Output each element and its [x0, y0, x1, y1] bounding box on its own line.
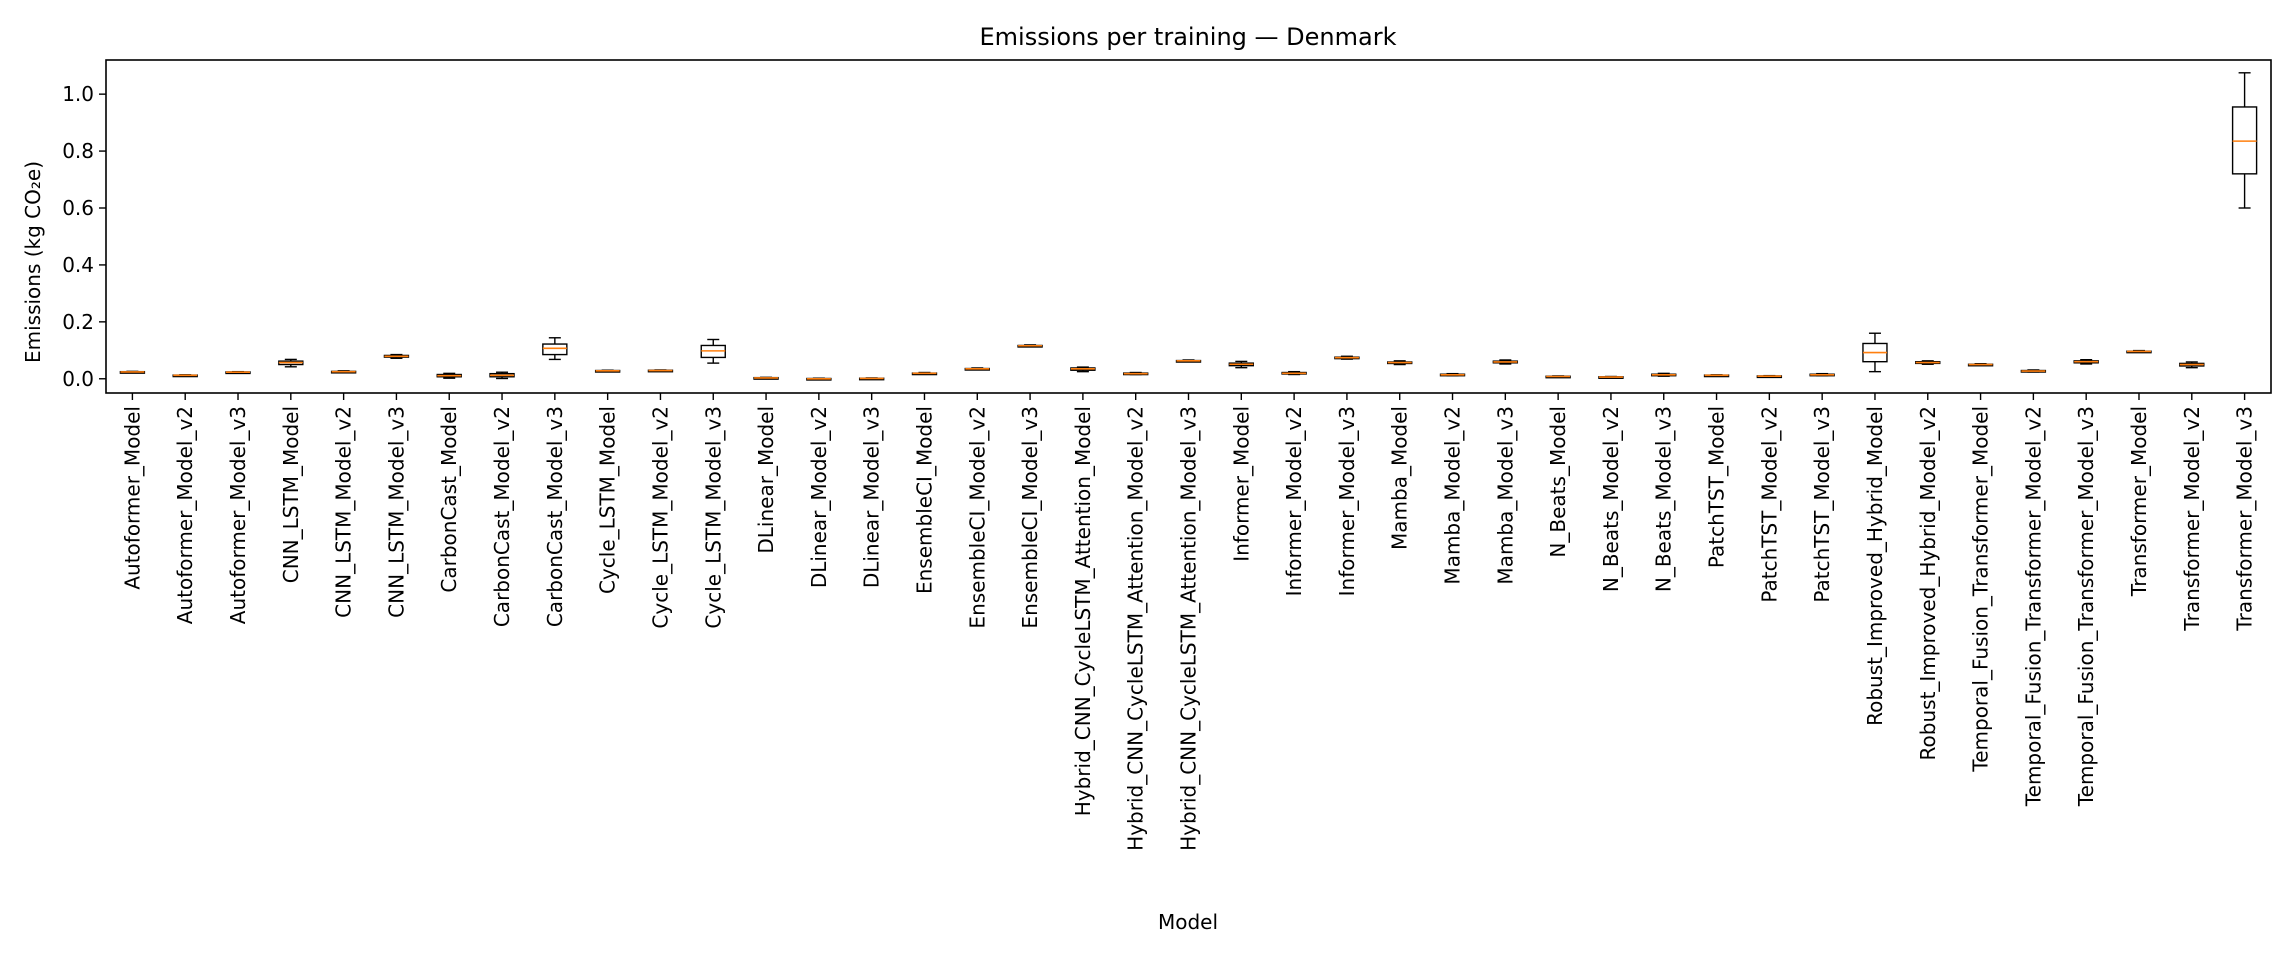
box-plot-25: [1439, 372, 1466, 377]
box-plot-16: [964, 367, 990, 371]
box-plot-14: [858, 377, 885, 381]
x-tick-label: PatchTST_Model_v2: [1757, 406, 1781, 603]
x-tick-label: Temporal_Fusion_Transformer_Model: [1969, 406, 1993, 773]
box-plot-2: [225, 370, 251, 375]
box-plot-22: [1281, 370, 1307, 376]
x-tick-label: PatchTST_Model_v3: [1810, 406, 1834, 603]
x-axis-ticks: Autoformer_Model Autoformer_Model_v2 Autof…: [120, 393, 2257, 851]
x-tick-label: Transformer_Model_v3: [2233, 406, 2257, 632]
y-tick-label: 0.0: [62, 367, 94, 391]
box-plot-9: [594, 369, 621, 373]
x-tick-label: Informer_Model: [1229, 406, 1253, 562]
x-tick-label: CNN_LSTM_Model_v3: [384, 406, 408, 618]
x-tick-label: Robust_Improved_Hybrid_Model_v2: [1916, 406, 1940, 760]
box-plot-33: [1862, 332, 1888, 373]
box-plot-30: [1703, 374, 1730, 378]
box-plot-39: [2179, 361, 2205, 369]
y-tick-label: 0.6: [62, 196, 94, 220]
x-tick-label: N_Beats_Model_v2: [1599, 406, 1623, 592]
box-plot-1: [172, 374, 198, 378]
box-plot-24: [1387, 360, 1413, 366]
x-tick-label: Cycle_LSTM_Model: [596, 406, 620, 594]
x-tick-label: EnsembleCI_Model_v2: [965, 406, 989, 629]
y-tick-label: 0.2: [62, 310, 94, 334]
x-tick-label: Temporal_Fusion_Transformer_Model_v3: [2074, 406, 2098, 807]
x-tick-label: Mamba_Model_v2: [1441, 406, 1465, 585]
x-tick-label: Temporal_Fusion_Transformer_Model_v2: [2021, 406, 2045, 807]
x-tick-label: Hybrid_CNN_CycleLSTM_Attention_Model: [1071, 406, 1095, 816]
box-plot-18: [1070, 366, 1096, 373]
box-plot-0: [119, 370, 146, 374]
box-plot-10: [647, 369, 674, 373]
x-tick-label: CNN_LSTM_Model: [279, 406, 303, 583]
x-tick-label: Informer_Model_v2: [1282, 406, 1306, 596]
box-plot-6: [436, 372, 462, 379]
x-tick-label: EnsembleCI_Model: [912, 406, 936, 594]
x-tick-label: DLinear_Model_v2: [807, 406, 831, 588]
box-series: [119, 72, 2258, 381]
box-plot-4: [330, 370, 357, 374]
x-tick-label: Hybrid_CNN_CycleLSTM_Attention_Model_v3: [1177, 406, 1201, 851]
box-plot-15: [911, 371, 938, 376]
x-tick-label: Autoformer_Model_v2: [173, 406, 197, 624]
x-tick-label: Autoformer_Model: [120, 406, 144, 590]
x-tick-label: CarbonCast_Model_v3: [543, 406, 567, 627]
plot-area-frame: [105, 59, 2272, 394]
x-tick-label: DLinear_Model: [754, 406, 778, 554]
x-tick-label: CNN_LSTM_Model_v2: [332, 406, 356, 618]
x-tick-label: Hybrid_CNN_CycleLSTM_Attention_Model_v2: [1124, 406, 1148, 851]
box-plot-11: [700, 338, 726, 364]
x-tick-label: Mamba_Model: [1388, 406, 1412, 550]
y-tick-label: 0.4: [62, 253, 94, 277]
chart-title: Emissions per training — Denmark: [980, 23, 1397, 51]
box-plot-23: [1334, 355, 1360, 360]
y-axis-label: Emissions (kg CO₂e): [21, 161, 45, 363]
box-plot-12: [753, 376, 779, 380]
box-plot-34: [1915, 360, 1941, 365]
x-tick-label: Autoformer_Model_v3: [226, 406, 250, 624]
x-tick-label: N_Beats_Model_v3: [1652, 406, 1676, 592]
box-plot-13: [806, 377, 832, 381]
x-tick-label: Transformer_Model: [2127, 406, 2151, 597]
box-iqr: [542, 343, 568, 356]
box-plot-35: [1967, 362, 1994, 367]
box-plot-38: [2126, 349, 2152, 354]
x-tick-label: Informer_Model_v3: [1335, 406, 1359, 596]
x-tick-label: DLinear_Model_v3: [860, 406, 884, 588]
x-tick-label: Cycle_LSTM_Model_v2: [648, 406, 672, 629]
x-tick-label: PatchTST_Model: [1705, 406, 1729, 568]
box-plot-21: [1228, 360, 1255, 369]
box-plot-26: [1492, 359, 1519, 365]
box-plot-29: [1651, 372, 1677, 377]
box-plot-37: [2073, 359, 2099, 365]
box-plot-28: [1598, 375, 1624, 379]
y-tick-label: 0.8: [62, 139, 94, 163]
x-tick-label: CarbonCast_Model_v2: [490, 406, 514, 627]
box-plot-32: [1809, 372, 1835, 377]
box-plot-27: [1545, 375, 1571, 379]
y-axis-ticks: 0.0 0.2 0.4 0.6 0.8 1.0: [62, 82, 106, 391]
box-plot-31: [1756, 374, 1783, 379]
x-tick-label: CarbonCast_Model: [437, 406, 461, 593]
box-plot-40: [2231, 72, 2258, 209]
x-tick-label: Robust_Improved_Hybrid_Model: [1863, 406, 1887, 726]
box-plot-20: [1175, 359, 1202, 363]
box-plot-19: [1122, 371, 1149, 376]
box-plot-8: [542, 337, 568, 361]
x-axis-label: Model: [1158, 910, 1218, 934]
x-tick-label: EnsembleCI_Model_v3: [1018, 406, 1042, 629]
box-plot-17: [1017, 344, 1043, 348]
box-plot-7: [489, 371, 515, 380]
y-tick-label: 1.0: [62, 82, 94, 106]
box-plot-36: [2020, 369, 2047, 373]
box-plot-5: [383, 353, 410, 359]
x-tick-label: Mamba_Model_v3: [1493, 406, 1517, 585]
x-tick-label: Transformer_Model_v2: [2180, 406, 2204, 632]
x-tick-label: N_Beats_Model: [1546, 406, 1570, 558]
box-plot-3: [278, 358, 304, 368]
x-tick-label: Cycle_LSTM_Model_v3: [701, 406, 725, 629]
